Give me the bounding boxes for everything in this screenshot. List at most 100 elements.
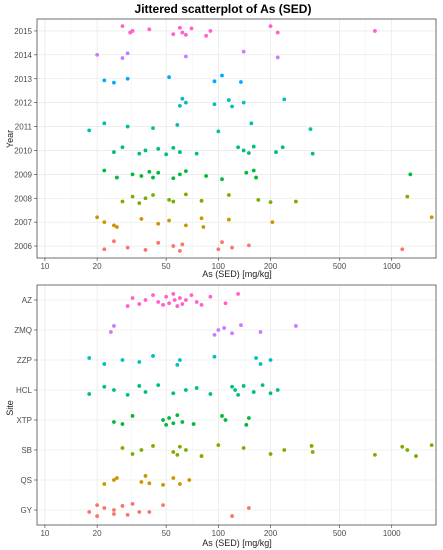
data-point-zmq bbox=[216, 328, 221, 332]
data-point-sb bbox=[414, 454, 418, 458]
x-tick-label: 1000 bbox=[383, 262, 401, 271]
data-point-hcl bbox=[87, 392, 92, 396]
data-point-2007 bbox=[102, 220, 107, 225]
data-point-sb bbox=[282, 448, 287, 452]
data-point-hcl bbox=[260, 383, 265, 388]
data-point-2015 bbox=[147, 27, 152, 32]
data-point-zzp bbox=[212, 354, 217, 359]
data-point-hcl bbox=[236, 392, 240, 397]
data-point-2007 bbox=[156, 221, 161, 226]
data-point-zmq bbox=[222, 326, 227, 330]
data-point-2007 bbox=[139, 217, 144, 221]
y-tick-label: 2012 bbox=[14, 99, 32, 108]
data-point-2015 bbox=[120, 24, 125, 29]
data-point-gy bbox=[87, 510, 92, 514]
data-point-az bbox=[125, 304, 130, 308]
data-point-2010 bbox=[310, 151, 315, 156]
data-point-xtp bbox=[171, 421, 176, 426]
data-point-qs bbox=[102, 482, 107, 486]
data-point-az bbox=[151, 293, 155, 298]
data-point-2007 bbox=[429, 215, 434, 220]
data-point-2007 bbox=[114, 225, 119, 229]
data-point-sb bbox=[241, 446, 246, 450]
data-point-2007 bbox=[95, 215, 100, 220]
data-point-zmq bbox=[212, 332, 217, 337]
data-point-qs bbox=[139, 480, 144, 484]
data-point-gy bbox=[102, 506, 107, 510]
data-point-zzp bbox=[120, 358, 125, 362]
data-point-zzp bbox=[137, 360, 142, 364]
data-point-2009 bbox=[220, 177, 224, 182]
data-point-2010 bbox=[177, 150, 182, 154]
data-point-az bbox=[167, 301, 171, 306]
data-point-sb bbox=[139, 448, 144, 452]
data-point-2010 bbox=[120, 145, 125, 150]
y-tick-label: 2010 bbox=[14, 146, 32, 155]
data-point-2008 bbox=[120, 199, 125, 204]
data-point-2012 bbox=[230, 104, 234, 109]
data-point-az bbox=[180, 302, 185, 306]
data-point-2015 bbox=[268, 24, 273, 29]
data-point-hcl bbox=[230, 384, 234, 389]
data-point-gy bbox=[161, 503, 165, 508]
data-point-2008 bbox=[256, 197, 261, 202]
data-point-2009 bbox=[251, 168, 256, 173]
data-point-hcl bbox=[125, 392, 130, 397]
data-point-xtp bbox=[164, 422, 169, 427]
data-point-2014 bbox=[95, 52, 100, 57]
data-point-gy bbox=[246, 506, 251, 510]
data-point-hcl bbox=[233, 388, 238, 392]
data-point-az bbox=[161, 302, 165, 307]
data-point-2011 bbox=[308, 127, 313, 132]
y-tick-label: 2009 bbox=[14, 170, 32, 179]
data-point-2008 bbox=[405, 194, 410, 199]
data-point-zzp bbox=[177, 358, 182, 362]
data-point-hcl bbox=[275, 388, 280, 392]
data-point-2014 bbox=[241, 49, 246, 54]
data-point-2008 bbox=[151, 193, 155, 197]
y-tick-label: QS bbox=[20, 476, 32, 485]
data-point-az bbox=[183, 298, 188, 302]
data-point-xtp bbox=[167, 416, 171, 420]
data-point-zmq bbox=[230, 331, 234, 336]
data-point-hcl bbox=[183, 388, 188, 392]
data-point-2015 bbox=[177, 25, 182, 30]
data-point-2011 bbox=[216, 129, 221, 134]
data-point-2014 bbox=[120, 56, 125, 60]
panel-border bbox=[36, 18, 437, 259]
data-point-hcl bbox=[171, 391, 176, 396]
x-tick-label: 200 bbox=[264, 529, 278, 538]
y-tick-label: 2011 bbox=[15, 123, 33, 132]
data-point-2011 bbox=[87, 128, 92, 133]
data-point-2009 bbox=[204, 174, 208, 178]
y-tick-label: HCL bbox=[16, 386, 33, 395]
data-point-2007 bbox=[201, 225, 206, 229]
data-point-2009 bbox=[151, 175, 155, 180]
data-point-sb bbox=[175, 452, 180, 457]
data-point-2013 bbox=[167, 75, 171, 80]
data-point-2012 bbox=[177, 103, 182, 108]
data-point-gy bbox=[137, 510, 142, 514]
y-tick-label: 2015 bbox=[14, 27, 32, 36]
data-point-2014 bbox=[125, 51, 130, 56]
data-point-2011 bbox=[249, 121, 254, 126]
data-point-gy bbox=[95, 503, 100, 508]
data-point-2009 bbox=[171, 176, 176, 181]
y-tick-label: ZMQ bbox=[14, 326, 32, 335]
data-point-qs bbox=[112, 478, 116, 482]
data-point-gy bbox=[120, 504, 125, 508]
data-point-hcl bbox=[208, 392, 213, 396]
data-point-az bbox=[236, 292, 240, 296]
data-point-xtp bbox=[120, 422, 125, 426]
data-point-2007 bbox=[226, 217, 231, 222]
data-point-2013 bbox=[212, 79, 217, 84]
data-point-sb bbox=[120, 446, 125, 450]
data-point-zzp bbox=[87, 356, 92, 360]
data-point-2009 bbox=[139, 174, 144, 178]
data-point-xtp bbox=[161, 418, 165, 422]
data-point-xtp bbox=[246, 416, 251, 420]
data-point-qs bbox=[161, 482, 165, 487]
data-point-zzp bbox=[268, 358, 273, 362]
data-point-xtp bbox=[191, 422, 196, 426]
data-point-2007 bbox=[183, 223, 188, 228]
